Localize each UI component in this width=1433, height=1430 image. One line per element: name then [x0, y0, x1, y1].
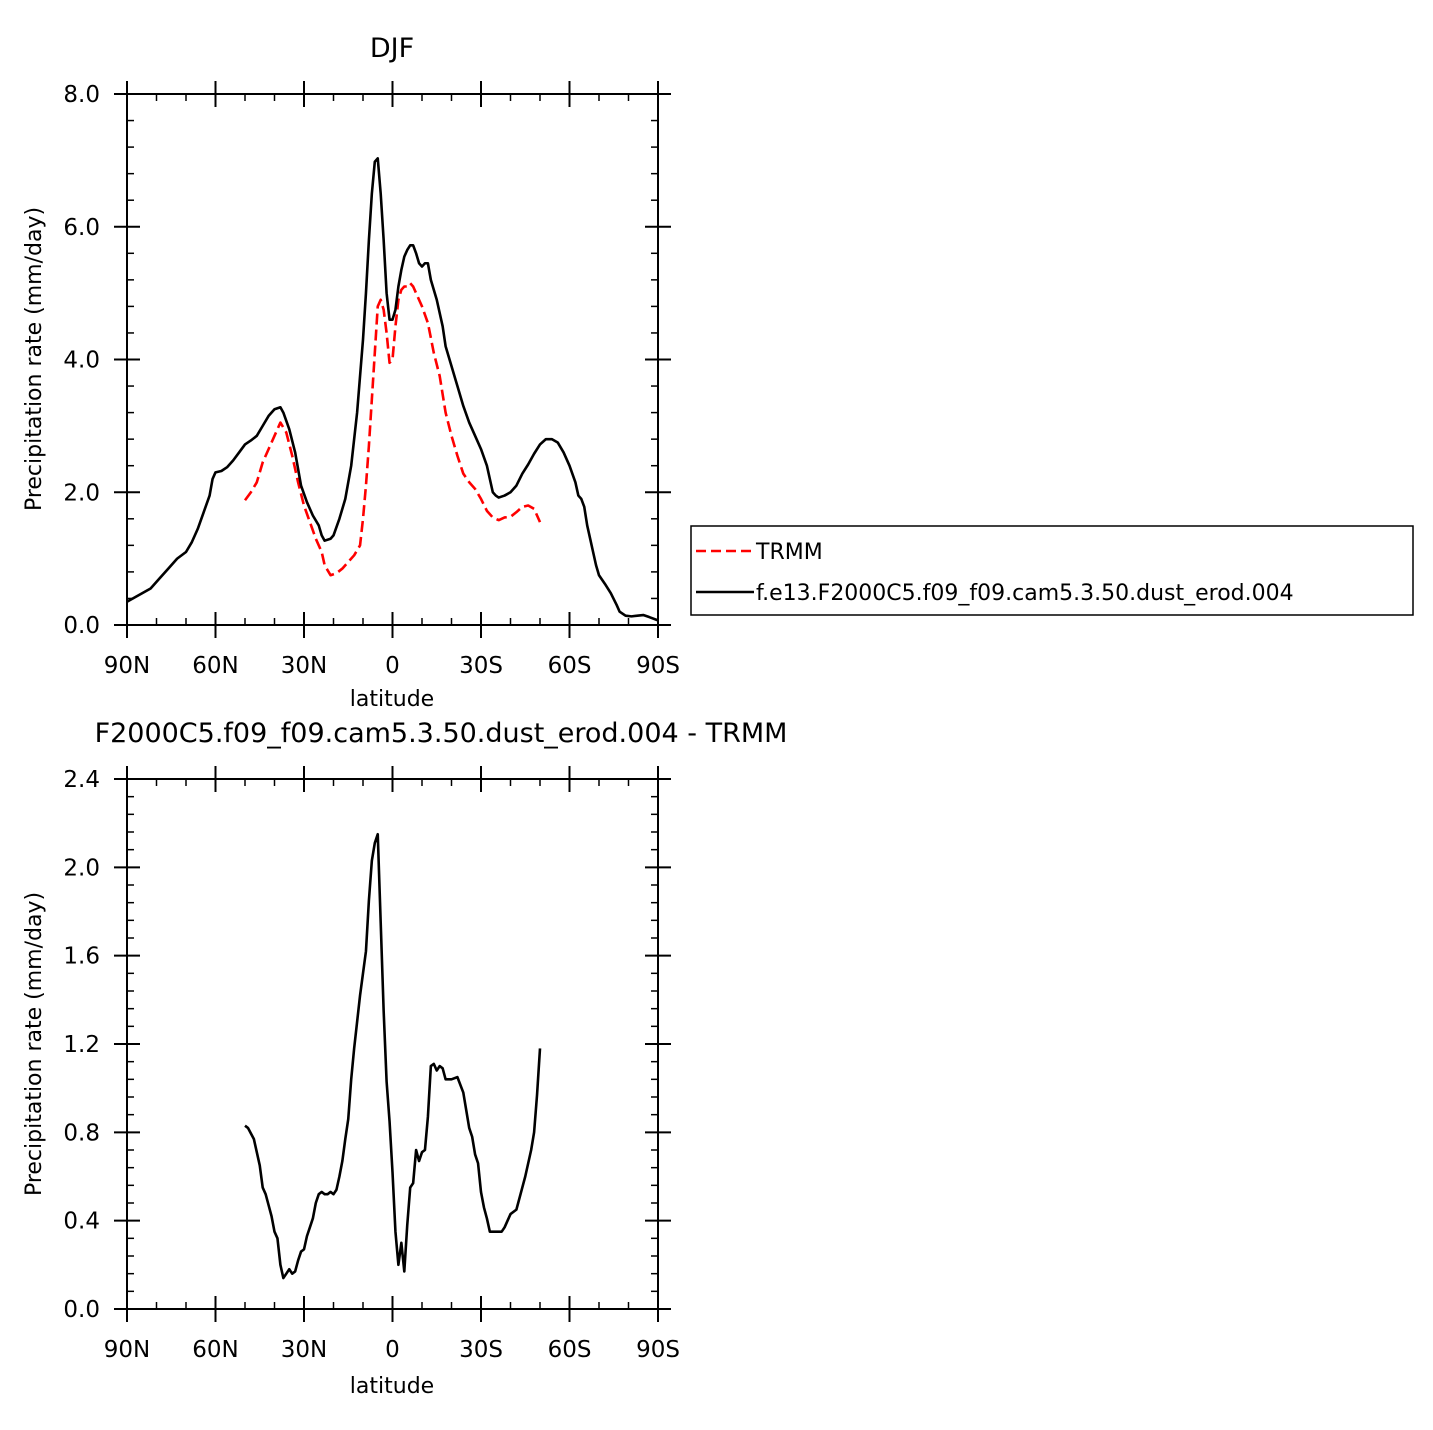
top-y-tick-label-0: 0.0: [63, 613, 100, 639]
bottom-y-axis-label: Precipitation rate (mm/day): [22, 892, 47, 1196]
bottom-x-tick-label-0: 0: [385, 1337, 400, 1363]
bottom-series-line-0: [244, 832, 542, 1280]
top-y-tick-label-4: 4.0: [63, 348, 100, 374]
top-series-line-1: [126, 157, 659, 622]
bottom-x-tick-labels: 90N 60N 30N 0 30S 60S 90S: [104, 1337, 680, 1363]
top-x-axis-label: latitude: [350, 687, 434, 712]
top-minor-ticks: [127, 94, 658, 625]
bottom-x-tick-label-30n: 30N: [281, 1337, 327, 1363]
top-y-major-ticks: [114, 93, 671, 626]
bottom-x-tick-label-90n: 90N: [104, 1337, 150, 1363]
top-plot-frame: [126, 93, 659, 626]
bottom-y-tick-label-08: 0.8: [63, 1120, 100, 1146]
bottom-y-tick-label-20: 2.0: [63, 855, 100, 881]
bottom-x-tick-label-60n: 60N: [192, 1337, 238, 1363]
bottom-x-axis-label: latitude: [350, 1374, 434, 1399]
bottom-plot-area: [126, 778, 659, 1310]
top-x-tick-label-30n: 30N: [281, 653, 327, 679]
legend-label-trmm: TRMM: [755, 540, 823, 565]
bottom-x-major-ticks: [126, 766, 659, 1322]
bottom-y-tick-label-12: 1.2: [63, 1032, 100, 1058]
bottom-series-layer: [244, 832, 542, 1280]
top-plot-area: [126, 93, 659, 626]
top-y-tick-label-6: 6.0: [63, 215, 100, 241]
bottom-y-tick-labels: 0.0 0.4 0.8 1.2 1.6 2.0 2.4: [63, 767, 100, 1323]
top-chart-title: DJF: [370, 33, 414, 64]
top-x-tick-label-90n: 90N: [104, 653, 150, 679]
top-x-tick-label-30s: 30S: [459, 653, 503, 679]
bottom-x-tick-label-30s: 30S: [459, 1337, 503, 1363]
top-x-major-ticks: [126, 81, 659, 638]
legend-frame: [690, 525, 1414, 616]
top-x-tick-label-90s: 90S: [636, 653, 680, 679]
bottom-x-tick-label-60s: 60S: [548, 1337, 592, 1363]
top-series-layer: [126, 157, 659, 622]
top-y-tick-label-2: 2.0: [63, 480, 100, 506]
bottom-y-tick-label-16: 1.6: [63, 944, 100, 970]
top-y-tick-labels: 0.0 2.0 4.0 6.0 8.0: [63, 82, 100, 639]
top-series-line-0: [243, 281, 542, 577]
bottom-minor-ticks: [127, 779, 658, 1309]
bottom-y-tick-label-04: 0.4: [63, 1209, 100, 1235]
legend: TRMM f.e13.F2000C5.f09_f09.cam5.3.50.dus…: [690, 525, 1414, 616]
bottom-panel: F2000C5.f09_f09.cam5.3.50.dust_erod.004 …: [22, 718, 787, 1399]
top-panel: DJF: [22, 33, 680, 712]
bottom-y-tick-label-24: 2.4: [63, 767, 100, 793]
bottom-plot-frame: [126, 778, 659, 1310]
bottom-y-major-ticks: [114, 778, 671, 1310]
bottom-y-tick-label-0: 0.0: [63, 1297, 100, 1323]
top-x-tick-label-0: 0: [385, 653, 400, 679]
top-y-tick-label-8: 8.0: [63, 82, 100, 108]
top-x-tick-label-60n: 60N: [192, 653, 238, 679]
top-y-axis-label: Precipitation rate (mm/day): [22, 207, 47, 511]
top-x-tick-labels: 90N 60N 30N 0 30S 60S 90S: [104, 653, 680, 679]
legend-label-model: f.e13.F2000C5.f09_f09.cam5.3.50.dust_ero…: [756, 581, 1294, 606]
top-x-tick-label-60s: 60S: [548, 653, 592, 679]
bottom-chart-title: F2000C5.f09_f09.cam5.3.50.dust_erod.004 …: [95, 718, 788, 749]
bottom-x-tick-label-90s: 90S: [636, 1337, 680, 1363]
